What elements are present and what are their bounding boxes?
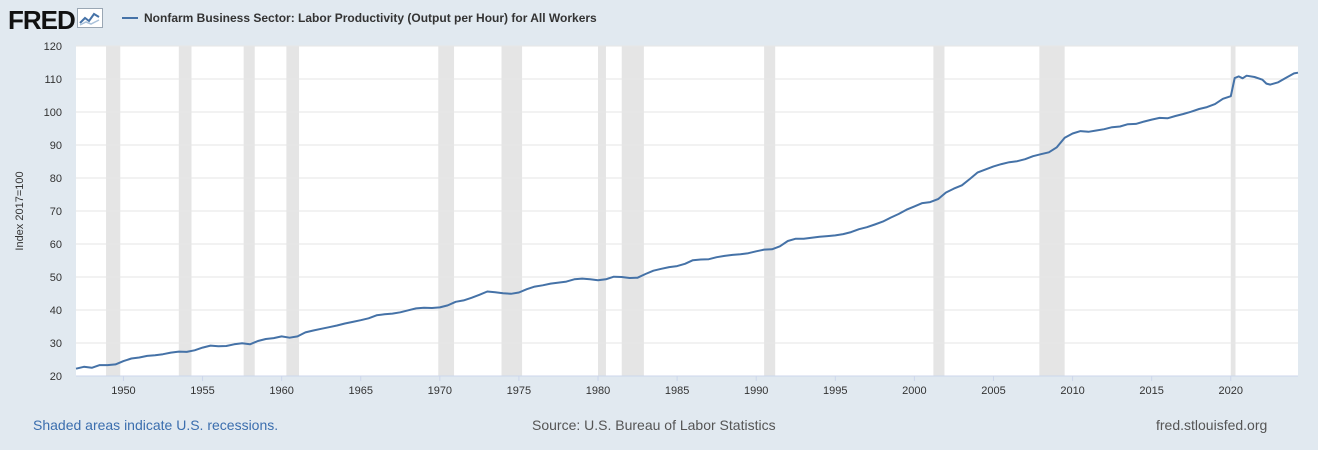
x-tick-label: 1970 (428, 385, 452, 397)
source-text: Source: U.S. Bureau of Labor Statistics (532, 417, 776, 433)
x-tick-label: 1960 (269, 385, 293, 397)
recession-note-link[interactable]: Shaded areas indicate U.S. recessions. (33, 417, 279, 433)
y-tick-label: 30 (50, 338, 62, 350)
y-tick-label: 110 (44, 74, 62, 86)
series-layer (75, 71, 1299, 370)
x-axis: 1950 1955 1960 1965 1970 1975 1980 1985 1990 1995… (76, 375, 1298, 397)
line-chart-icon (76, 8, 103, 33)
fred-logo[interactable]: FRED (8, 5, 103, 36)
y-tick-label: 120 (44, 41, 62, 53)
x-tick-label: 2000 (902, 385, 926, 397)
x-tick-label: 1985 (665, 385, 689, 397)
y-tick-label: 70 (50, 206, 62, 218)
y-axis-title: Index 2017=100 (14, 171, 26, 250)
y-tick-label: 60 (50, 239, 62, 251)
y-tick-label: 80 (50, 173, 62, 185)
y-tick-label: 40 (50, 305, 62, 317)
series-label: Nonfarm Business Sector: Labor Productiv… (144, 11, 597, 25)
series-legend[interactable]: Nonfarm Business Sector: Labor Productiv… (122, 11, 597, 25)
y-tick-label: 50 (50, 272, 62, 284)
y-tick-label: 100 (44, 107, 62, 119)
chart: 1950 1955 1960 1965 1970 1975 1980 1985 1990 1995… (14, 41, 1299, 397)
x-tick-label: 1950 (111, 385, 135, 397)
x-tick-label: 1990 (744, 385, 768, 397)
x-tick-label: 2005 (981, 385, 1005, 397)
x-tick-label: 1980 (586, 385, 610, 397)
y-axis: 20 30 40 50 60 70 80 90 100 110 120 (44, 41, 62, 383)
x-tick-label: 2015 (1139, 385, 1163, 397)
x-tick-label: 1995 (823, 385, 847, 397)
y-tick-label: 20 (50, 371, 62, 383)
series-swatch (122, 17, 138, 19)
x-tick-label: 2020 (1219, 385, 1243, 397)
x-tick-label: 1975 (507, 385, 531, 397)
series-line (75, 71, 1299, 370)
y-tick-label: 90 (50, 140, 62, 152)
site-link[interactable]: fred.stlouisfed.org (1156, 417, 1268, 433)
logo-text: FRED (8, 5, 76, 35)
x-tick-label: 1955 (190, 385, 214, 397)
gridlines (76, 45, 1298, 377)
x-tick-label: 1965 (348, 385, 372, 397)
x-tick-label: 2010 (1060, 385, 1084, 397)
